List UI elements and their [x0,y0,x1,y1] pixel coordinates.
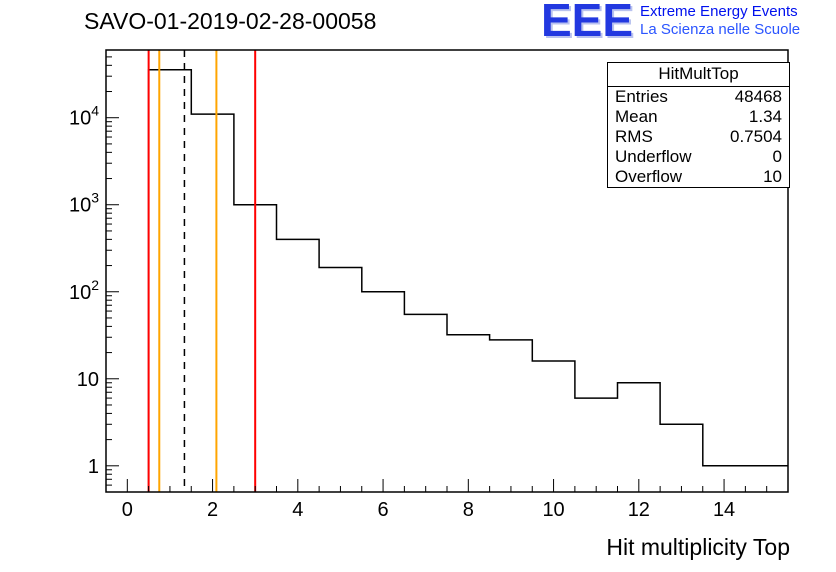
stats-label: Overflow [615,167,683,186]
eee-logo: EEE Extreme Energy Events La Scienza nel… [541,0,800,46]
x-axis-label: Hit multiplicity Top [606,534,790,560]
x-tick-label: 0 [122,499,133,521]
stats-value: 10 [763,167,782,186]
y-tick-label: 102 [69,277,99,304]
y-tick-label: 10 [77,369,99,391]
x-tick-label: 6 [378,499,389,521]
stats-row-entries: Entries 48468 [608,87,789,107]
x-tick-label: 2 [207,499,218,521]
y-tick-label: 1 [88,456,99,478]
stats-value: 0 [772,147,782,166]
y-tick-label: 104 [69,103,99,130]
eee-logo-line1: Extreme Energy Events [640,3,798,20]
stats-title: HitMultTop [608,63,789,87]
x-tick-label: 8 [463,499,474,521]
x-tick-label: 10 [542,499,564,521]
stats-row-underflow: Underflow 0 [608,147,789,167]
eee-logo-line2: La Scienza nelle Scuole [640,21,801,38]
eee-logo-text: EEE [541,0,634,46]
stats-label: Entries [615,87,668,106]
y-tick-label: 103 [69,190,99,217]
x-tick-label: 4 [292,499,303,521]
plot-frame [105,49,789,493]
x-tick-label: 12 [628,499,650,521]
stats-row-overflow: Overflow 10 [608,167,789,187]
stats-value: 0.7504 [730,127,782,146]
x-tick-label: 14 [713,499,735,521]
histogram-line [147,69,788,492]
stats-value: 1.34 [748,107,782,126]
stats-label: Mean [615,107,658,126]
plot-title: SAVO-01-2019-02-28-00058 [84,8,377,34]
stats-row-rms: RMS 0.7504 [608,127,789,147]
stats-value: 48468 [734,87,782,106]
stats-label: RMS [615,127,653,146]
stats-row-mean: Mean 1.34 [608,107,789,127]
eee-logo-caption: Extreme Energy Events La Scienza nelle S… [640,2,800,39]
stats-label: Underflow [615,147,692,166]
stats-box: HitMultTop Entries 48468 Mean 1.34 RMS 0… [607,62,790,188]
